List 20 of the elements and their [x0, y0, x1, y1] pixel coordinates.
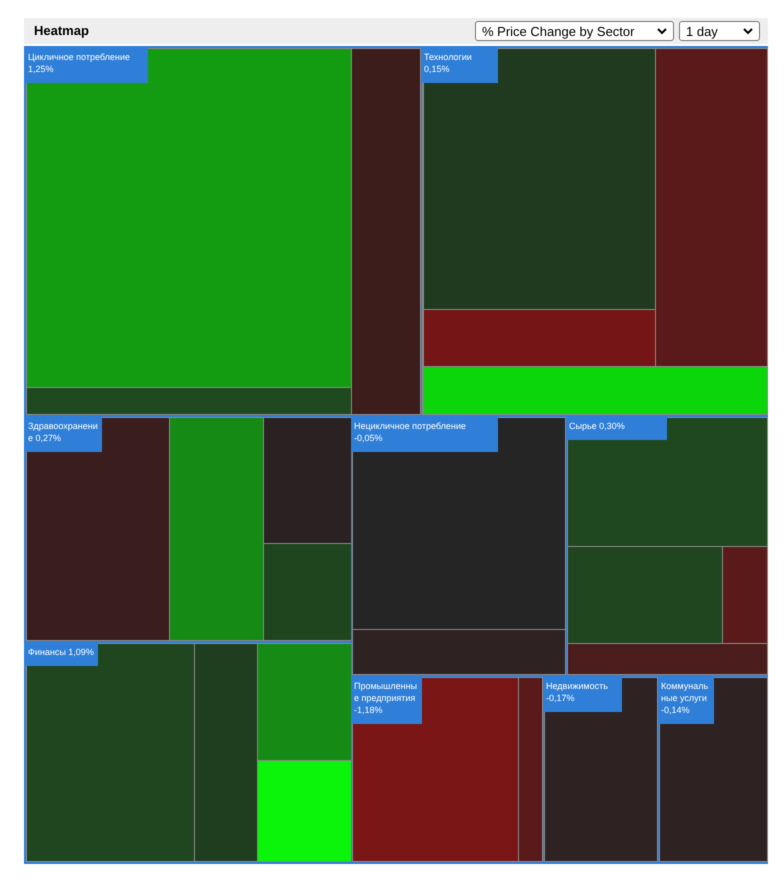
text: Heatmap — [34, 23, 89, 38]
text: % Price Change by Sector — [482, 24, 634, 38]
data-label: -0,17% — [546, 693, 575, 703]
category-label: Технологии — [424, 52, 472, 62]
category-label: Недвижимость — [546, 681, 608, 691]
data-label: 1,25% — [28, 64, 54, 74]
category-label: Финансы — [28, 647, 66, 657]
category-label: Нецикличное потребление — [354, 421, 466, 431]
data-label: 0,27% — [36, 433, 62, 443]
category-label: Промышленные предприятия — [354, 681, 418, 703]
data-label: -0,14% — [661, 705, 690, 715]
category-label: Цикличное потребление — [28, 52, 130, 62]
data-label: -1,18% — [354, 705, 383, 715]
data-label: 0,15% — [424, 64, 450, 74]
category-label: Сырье — [569, 421, 597, 431]
data-label: -0,05% — [354, 433, 383, 443]
data-label: 0,30% — [599, 421, 625, 431]
category-label: Коммунальные услуги — [661, 681, 708, 703]
data-label: 1,09% — [68, 647, 94, 657]
text: 1 day — [686, 24, 718, 38]
